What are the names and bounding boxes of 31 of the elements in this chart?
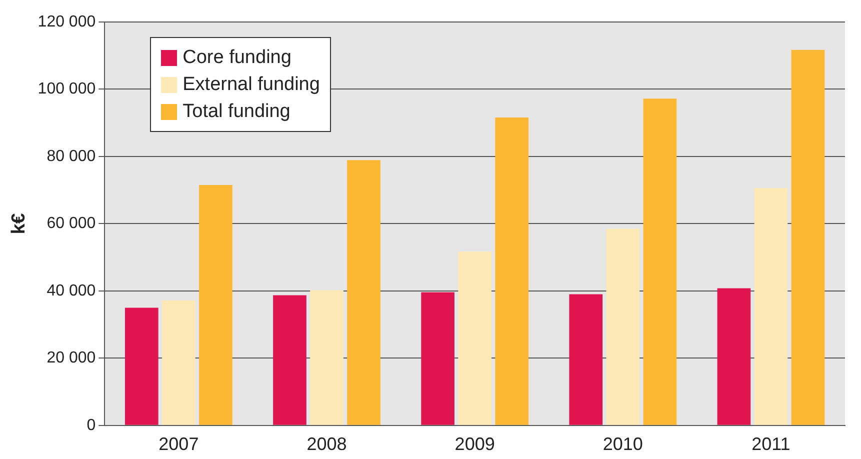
x-tick-label: 2008 [306, 434, 347, 454]
y-tick-label: 80 000 [46, 148, 96, 165]
legend-label: Core funding [182, 46, 292, 70]
y-tick-label: 60 000 [46, 215, 96, 232]
bar [124, 308, 158, 425]
bar [273, 295, 306, 425]
bar [606, 228, 640, 425]
bar [347, 160, 380, 425]
bar [569, 294, 603, 425]
y-tick-label: 0 [86, 416, 96, 434]
y-tick-label: 100 000 [38, 80, 96, 98]
x-tick-label: 2009 [454, 434, 495, 454]
legend-label: External funding [182, 72, 320, 96]
bar [754, 188, 788, 425]
bar [421, 292, 454, 425]
y-tick-label: 20 000 [46, 350, 96, 367]
bar [310, 290, 344, 425]
y-tick-label: 120 000 [38, 13, 96, 30]
y-axis-title: k€ [8, 212, 30, 234]
bar [717, 288, 751, 425]
bar [495, 117, 528, 425]
y-tick-label: 40 000 [46, 282, 96, 300]
bar [162, 300, 196, 425]
x-tick-label: 2007 [158, 434, 199, 454]
bar [458, 252, 492, 425]
x-tick-label: 2010 [602, 434, 643, 454]
legend-label: Total funding [182, 100, 292, 124]
x-tick-label: 2011 [752, 434, 790, 454]
bar [791, 50, 825, 425]
bar [199, 185, 232, 425]
bar [643, 98, 677, 425]
